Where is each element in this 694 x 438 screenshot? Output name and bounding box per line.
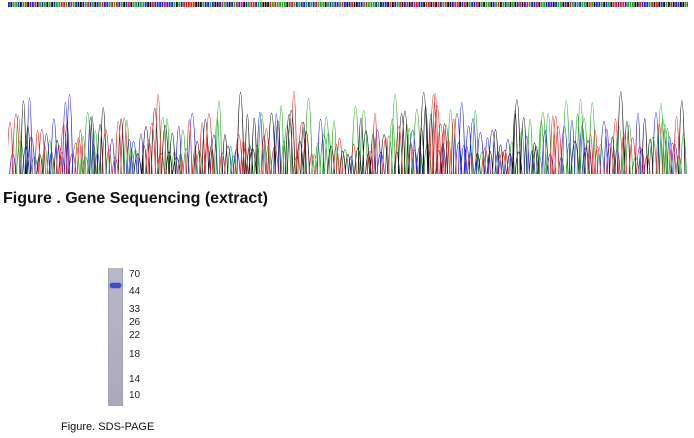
protein-band (110, 283, 121, 288)
gene-sequencing-caption: Figure . Gene Sequencing (extract) (3, 190, 268, 207)
marker-label-44: 44 (129, 286, 141, 297)
marker-label-26: 26 (129, 317, 141, 328)
marker-label-22: 22 (129, 330, 141, 341)
marker-label-14: 14 (129, 374, 141, 385)
sequencing-chromatogram (8, 2, 688, 175)
trace-G (20, 91, 686, 175)
marker-label-33: 33 (129, 304, 141, 315)
base-call-strip (8, 2, 688, 7)
marker-label-10: 10 (129, 390, 141, 401)
trace-T (8, 91, 680, 175)
trace-A (15, 94, 687, 175)
sds-page-caption: Figure. SDS-PAGE (61, 421, 155, 433)
marker-label-70: 70 (129, 269, 141, 280)
marker-label-18: 18 (129, 349, 141, 360)
sds-page-gel-lane (108, 268, 123, 406)
